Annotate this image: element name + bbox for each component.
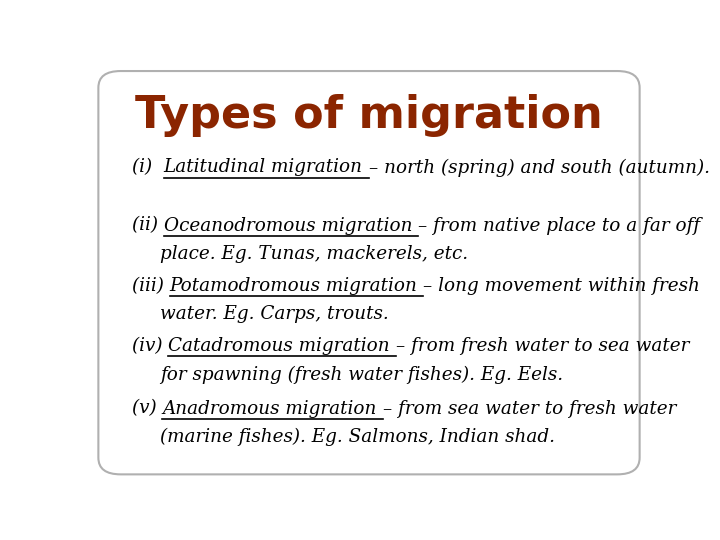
Text: (i): (i): [132, 158, 163, 177]
Text: (iii): (iii): [132, 277, 170, 295]
Text: Types of migration: Types of migration: [135, 94, 603, 137]
Text: (marine fishes). Eg. Salmons, Indian shad.: (marine fishes). Eg. Salmons, Indian sha…: [160, 428, 554, 446]
Text: – from native place to a far off: – from native place to a far off: [418, 217, 701, 234]
Text: – from sea water to fresh water: – from sea water to fresh water: [382, 400, 676, 417]
Text: Potamodromous migration: Potamodromous migration: [170, 277, 423, 295]
Text: Anadromous migration: Anadromous migration: [162, 400, 382, 417]
Text: (iv): (iv): [132, 337, 168, 355]
Text: place. Eg. Tunas, mackerels, etc.: place. Eg. Tunas, mackerels, etc.: [160, 245, 468, 263]
Text: Catadromous migration: Catadromous migration: [168, 337, 396, 355]
Text: for spawning (fresh water fishes). Eg. Eels.: for spawning (fresh water fishes). Eg. E…: [160, 366, 563, 384]
Text: Latitudinal migration: Latitudinal migration: [163, 158, 369, 177]
Text: water. Eg. Carps, trouts.: water. Eg. Carps, trouts.: [160, 305, 389, 323]
Text: – north (spring) and south (autumn).: – north (spring) and south (autumn).: [369, 158, 710, 177]
Text: – from fresh water to sea water: – from fresh water to sea water: [396, 337, 689, 355]
FancyBboxPatch shape: [99, 71, 639, 474]
Text: – long movement within fresh: – long movement within fresh: [423, 277, 701, 295]
Text: (v): (v): [132, 400, 162, 417]
Text: (ii): (ii): [132, 217, 163, 234]
Text: Oceanodromous migration: Oceanodromous migration: [163, 217, 418, 234]
